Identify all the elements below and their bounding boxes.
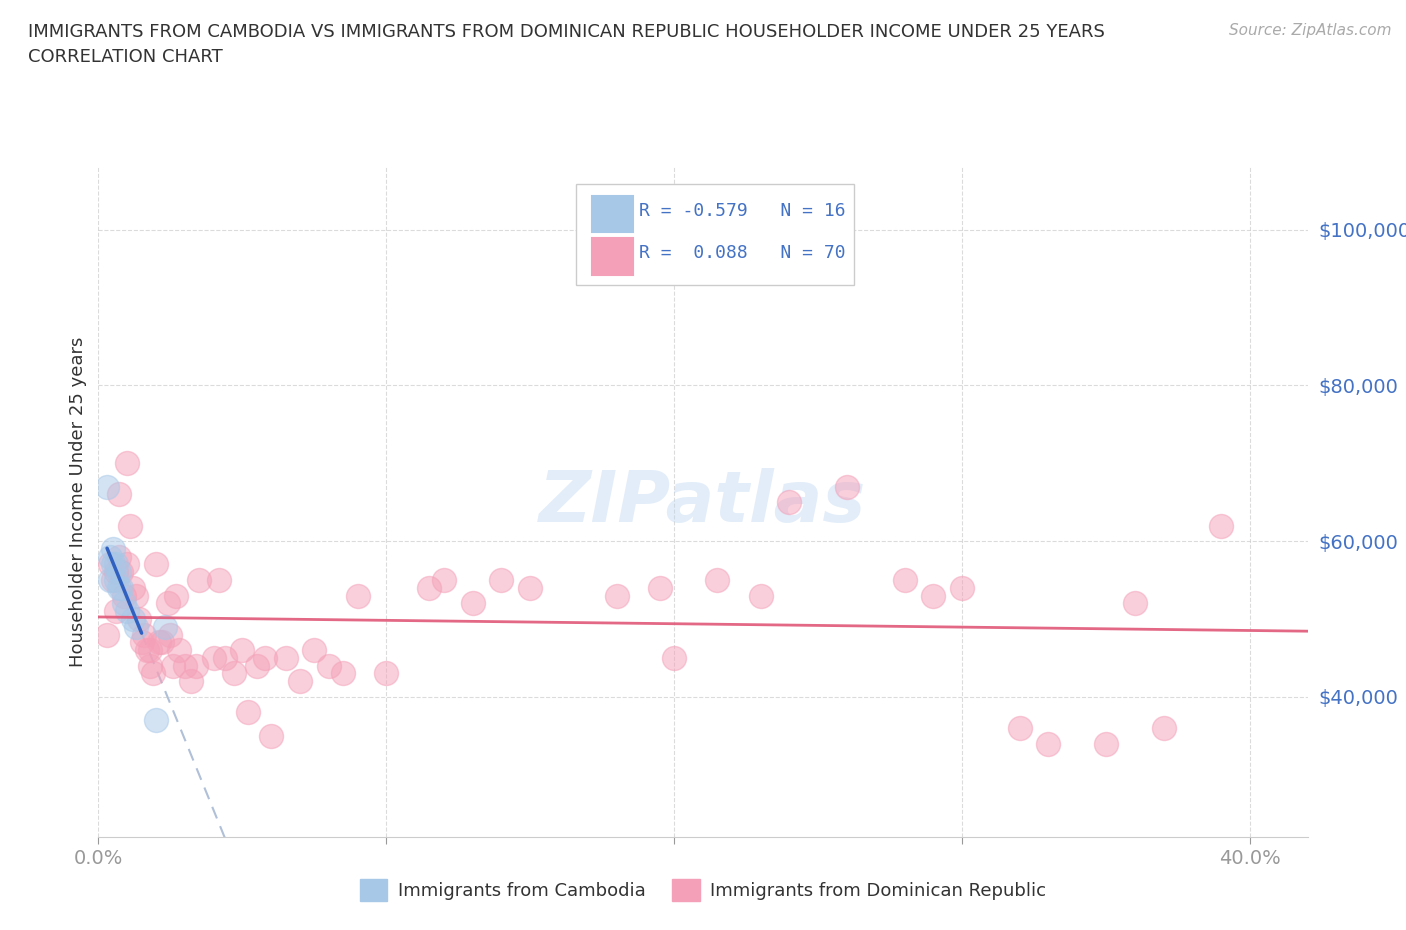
Point xyxy=(288,674,311,689)
Point xyxy=(110,565,132,579)
Point xyxy=(115,557,138,572)
Point xyxy=(418,580,440,595)
Point xyxy=(274,650,297,665)
Point xyxy=(188,573,211,588)
Point xyxy=(162,658,184,673)
Point xyxy=(1123,596,1146,611)
Point xyxy=(142,666,165,681)
Point xyxy=(159,627,181,642)
Point xyxy=(136,643,159,658)
Text: ZIPatlas: ZIPatlas xyxy=(540,468,866,537)
Point xyxy=(304,643,326,658)
Point xyxy=(98,550,121,565)
Text: CORRELATION CHART: CORRELATION CHART xyxy=(28,48,224,66)
Point xyxy=(107,565,129,579)
Point xyxy=(104,573,127,588)
Point xyxy=(749,588,772,603)
FancyBboxPatch shape xyxy=(592,238,633,274)
Point xyxy=(112,588,135,603)
Point xyxy=(254,650,277,665)
Point xyxy=(125,619,148,634)
Point xyxy=(1095,737,1118,751)
FancyBboxPatch shape xyxy=(592,196,633,232)
Point xyxy=(208,573,231,588)
Point xyxy=(778,495,800,510)
Point xyxy=(96,479,118,494)
Point xyxy=(835,479,858,494)
Point xyxy=(145,557,167,572)
Point xyxy=(101,541,124,556)
Point xyxy=(180,674,202,689)
Point xyxy=(125,588,148,603)
Point xyxy=(101,573,124,588)
Point xyxy=(120,518,142,533)
Point xyxy=(148,635,170,650)
Point xyxy=(122,612,145,627)
Point xyxy=(231,643,253,658)
Point xyxy=(202,650,225,665)
Point xyxy=(186,658,208,673)
Point xyxy=(1211,518,1233,533)
Legend: Immigrants from Cambodia, Immigrants from Dominican Republic: Immigrants from Cambodia, Immigrants fro… xyxy=(353,871,1053,909)
Point xyxy=(214,650,236,665)
Point xyxy=(246,658,269,673)
Point xyxy=(1008,721,1031,736)
Point xyxy=(950,580,973,595)
Point xyxy=(318,658,340,673)
Point xyxy=(104,604,127,618)
Point xyxy=(260,728,283,743)
Text: R =  0.088   N = 70: R = 0.088 N = 70 xyxy=(638,245,845,262)
Point xyxy=(139,658,162,673)
Point xyxy=(107,550,129,565)
Point xyxy=(115,456,138,471)
Point xyxy=(107,487,129,502)
Point xyxy=(332,666,354,681)
Text: IMMIGRANTS FROM CAMBODIA VS IMMIGRANTS FROM DOMINICAN REPUBLIC HOUSEHOLDER INCOM: IMMIGRANTS FROM CAMBODIA VS IMMIGRANTS F… xyxy=(28,23,1105,41)
Point xyxy=(115,604,138,618)
Point xyxy=(922,588,945,603)
Point xyxy=(165,588,187,603)
Point xyxy=(156,596,179,611)
Point xyxy=(606,588,628,603)
Point xyxy=(433,573,456,588)
Point xyxy=(139,643,162,658)
Point xyxy=(648,580,671,595)
Point xyxy=(104,565,127,579)
Point xyxy=(706,573,728,588)
Point xyxy=(104,557,127,572)
Point xyxy=(236,705,259,720)
Point xyxy=(664,650,686,665)
Point xyxy=(893,573,915,588)
Point xyxy=(134,627,156,642)
Point xyxy=(375,666,398,681)
Point xyxy=(107,580,129,595)
Point xyxy=(131,635,153,650)
Point xyxy=(1038,737,1060,751)
Point xyxy=(145,712,167,727)
Point xyxy=(122,580,145,595)
Point xyxy=(153,619,176,634)
Point xyxy=(461,596,484,611)
Point xyxy=(110,580,132,595)
Point xyxy=(491,573,513,588)
Point xyxy=(98,573,121,588)
Y-axis label: Householder Income Under 25 years: Householder Income Under 25 years xyxy=(69,337,87,668)
Point xyxy=(96,627,118,642)
Text: R = -0.579   N = 16: R = -0.579 N = 16 xyxy=(638,202,845,220)
Point xyxy=(173,658,195,673)
Point xyxy=(128,612,150,627)
Point xyxy=(150,635,173,650)
Point xyxy=(346,588,368,603)
Point xyxy=(519,580,541,595)
Point xyxy=(222,666,245,681)
Point xyxy=(1153,721,1175,736)
Point xyxy=(112,596,135,611)
Point xyxy=(101,557,124,572)
Point xyxy=(167,643,190,658)
FancyBboxPatch shape xyxy=(576,184,855,285)
Point xyxy=(98,557,121,572)
Text: Source: ZipAtlas.com: Source: ZipAtlas.com xyxy=(1229,23,1392,38)
